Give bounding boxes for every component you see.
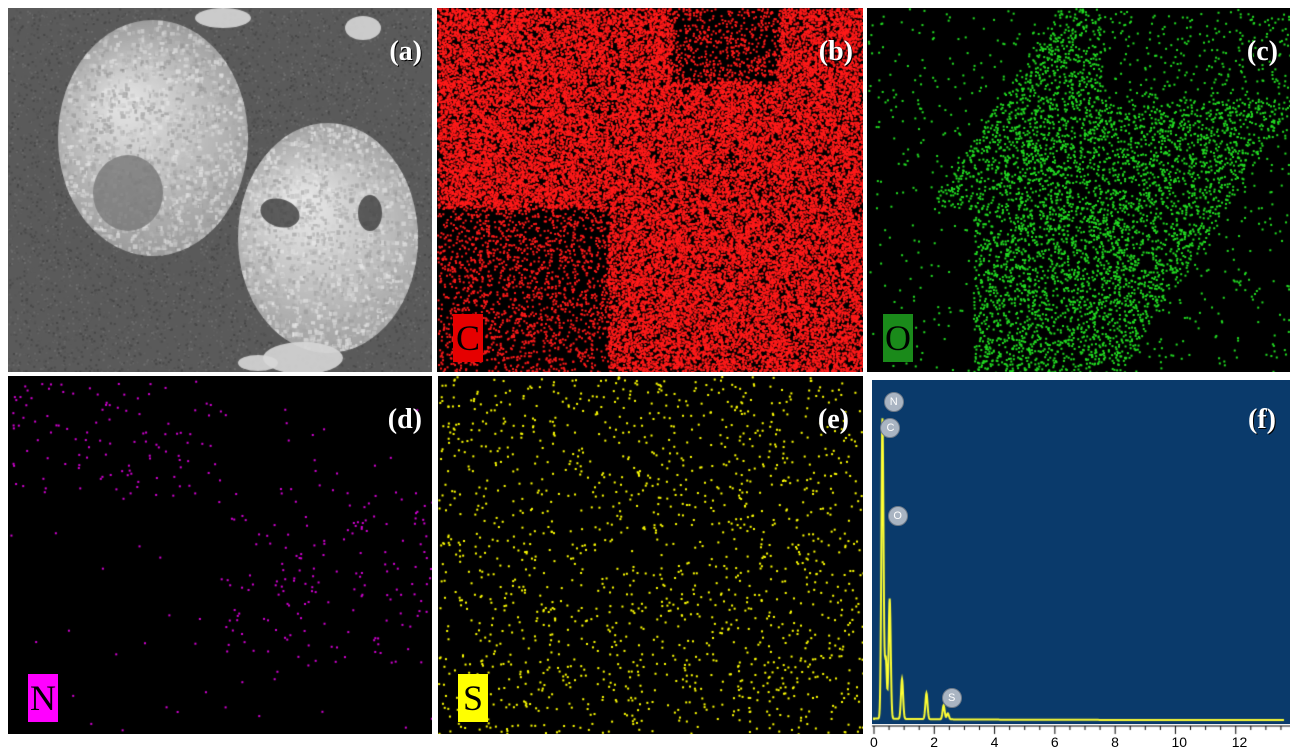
x-tick-label: 2 [930,734,939,750]
oxygen-map [867,8,1290,372]
sem-micrograph [8,8,432,372]
oxygen-map-panel: (c) O [867,8,1290,372]
x-tick-label: 8 [1111,734,1119,750]
peak-tag-s: S [941,688,962,708]
sulfur-map [438,376,863,734]
panel-label-a: (a) [389,36,422,67]
panel-label-e: (e) [817,404,849,435]
x-tick-label: 4 [990,734,999,750]
nitrogen-map [8,376,432,734]
sulfur-map-panel: (e) S [438,376,863,734]
panel-label-c: (c) [1246,36,1278,67]
sem-image-panel: (a) [8,8,432,372]
x-tick-label: 6 [1050,734,1059,750]
peak-tag-o: O [887,506,908,526]
peak-tag-c: C [880,418,901,438]
element-label-o: O [883,314,913,362]
nitrogen-map-panel: (d) N [8,376,432,734]
x-tick-label: 12 [1231,734,1248,750]
carbon-map [437,8,863,372]
carbon-map-panel: (b) C [437,8,863,372]
x-tick-label: 10 [1171,734,1188,750]
element-label-n: N [28,674,58,722]
peak-tag-n: N [883,392,904,412]
element-label-c: C [453,314,483,362]
panel-label-f: (f) [1248,404,1276,435]
element-label-s: S [458,674,488,722]
panel-label-d: (d) [387,404,422,435]
spectrum-trace [866,376,1290,751]
x-tick-label: 0 [870,734,878,750]
panel-label-b: (b) [818,36,853,67]
